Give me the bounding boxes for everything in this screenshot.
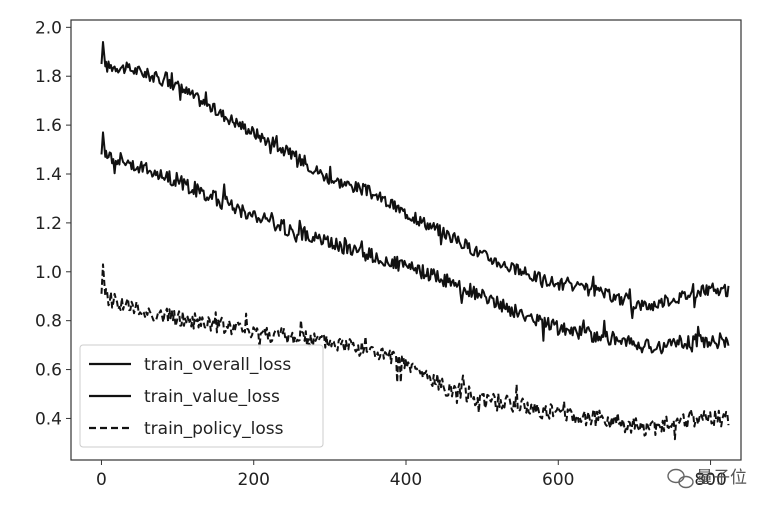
series-layer xyxy=(100,41,730,441)
y-tick-label: 0.6 xyxy=(35,361,62,381)
legend-box xyxy=(79,344,324,448)
x-tick-label: 200 xyxy=(238,470,270,490)
legend-label-train-overall-loss: train_overall_loss xyxy=(144,355,291,375)
legend-label-train-policy-loss: train_policy_loss xyxy=(144,419,284,439)
y-tick-label: 0.8 xyxy=(35,312,62,332)
y-tick-label: 1.8 xyxy=(35,67,62,87)
series-line-train-policy-loss xyxy=(100,263,730,441)
x-tick-label: 800 xyxy=(694,470,726,490)
legend: train_overall_loss train_value_loss trai… xyxy=(79,344,324,448)
y-tick-label: 0.4 xyxy=(35,409,62,429)
series-line-train-overall-loss xyxy=(100,41,730,320)
watermark-text: 量子位 xyxy=(696,468,747,488)
wechat-icon xyxy=(667,468,694,489)
y-tick-label: 1.6 xyxy=(35,116,62,136)
series-line-train-value-loss xyxy=(100,131,730,355)
x-tick-label: 600 xyxy=(542,470,574,490)
x-tick-label: 0 xyxy=(96,470,107,490)
ticks-layer: 0 200 400 600 800 0.4 0.6 0.8 1.0 1.2 1.4 1.6 1.8 2.0 xyxy=(35,18,727,490)
watermark: 量子位 xyxy=(667,468,747,489)
y-tick-label: 1.0 xyxy=(35,263,62,283)
x-tick-label: 400 xyxy=(390,470,422,490)
y-tick-label: 1.4 xyxy=(35,165,62,185)
y-tick-label: 1.2 xyxy=(35,214,62,234)
y-tick-label: 2.0 xyxy=(35,18,62,38)
legend-label-train-value-loss: train_value_loss xyxy=(144,387,280,407)
